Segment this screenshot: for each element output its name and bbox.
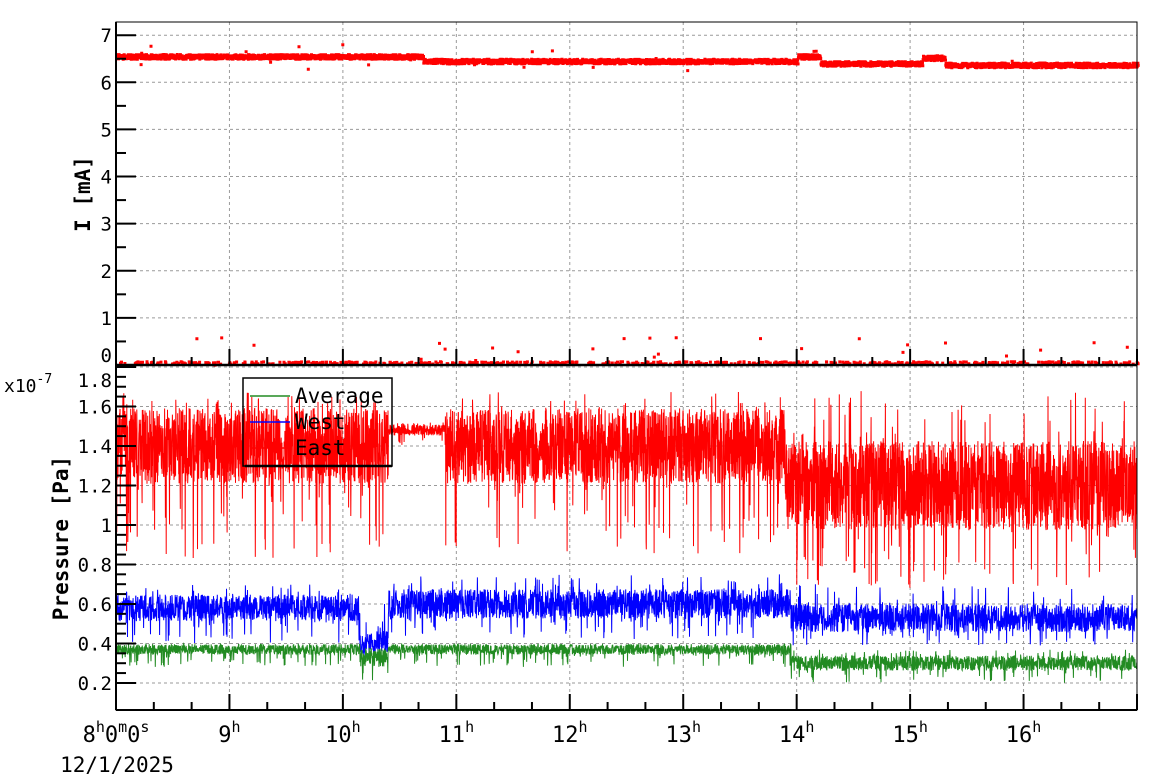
x-tick-label: 15h bbox=[892, 718, 928, 748]
x-axis-date: 12/1/2025 bbox=[60, 753, 174, 777]
x-tick-label: 14h bbox=[779, 718, 815, 748]
pressure-y-axis-title: Pressure [Pa] bbox=[49, 456, 73, 620]
pressure-y-tick-label: 0.2 bbox=[78, 673, 112, 695]
x-tick-label: 16h bbox=[1006, 718, 1042, 748]
legend-east-label: East bbox=[295, 436, 346, 460]
pressure-scale-factor: x10-7 bbox=[4, 372, 52, 397]
current-y-tick-label: 5 bbox=[101, 119, 112, 141]
pressure-y-tick-label: 1.8 bbox=[78, 370, 112, 392]
pressure-plot-data bbox=[115, 391, 1138, 683]
current-y-tick-label: 4 bbox=[101, 167, 112, 189]
pressure-y-tick-label: 0.8 bbox=[78, 554, 112, 576]
current-y-tick-label: 1 bbox=[101, 308, 112, 330]
x-tick-label: 9h bbox=[218, 718, 240, 748]
x-tick-label: 10h bbox=[325, 718, 361, 748]
current-y-tick-label: 7 bbox=[101, 25, 112, 47]
pressure-y-tick-label: 0.6 bbox=[78, 594, 112, 616]
pressure-y-tick-label: 1.6 bbox=[78, 396, 112, 418]
current-y-tick-label: 3 bbox=[101, 214, 112, 236]
axes: 0 1 2 3 4 5 6 7 0.2 0.4 0.6 0.8 1 1.2 1.4 1.6 1.8 8h0m0s 9… bbox=[78, 21, 1138, 748]
pressure-y-tick-label: 1.4 bbox=[78, 436, 112, 458]
current-y-tick-label: 2 bbox=[101, 261, 112, 283]
legend-west-label: West bbox=[295, 410, 346, 434]
legend-average-label: Average bbox=[295, 384, 384, 408]
x-tick-label: 13h bbox=[665, 718, 701, 748]
pressure-y-tick-label: 0.4 bbox=[78, 633, 112, 655]
current-y-tick-label: 6 bbox=[101, 72, 112, 94]
current-plot-frame bbox=[115, 21, 1138, 366]
x-tick-label: 12h bbox=[552, 718, 588, 748]
series-average-line bbox=[115, 642, 1138, 683]
series-east-line bbox=[115, 391, 1138, 588]
series-west-line bbox=[115, 574, 1138, 657]
x-tick-label: 11h bbox=[439, 718, 475, 748]
pressure-y-tick-label: 1 bbox=[101, 515, 112, 537]
pressure-y-tick-label: 1.2 bbox=[78, 475, 112, 497]
current-y-tick-label: 0 bbox=[101, 345, 112, 367]
current-y-axis-title: I [mA] bbox=[71, 156, 95, 232]
x-tick-label: 8h0m0s bbox=[83, 718, 150, 748]
